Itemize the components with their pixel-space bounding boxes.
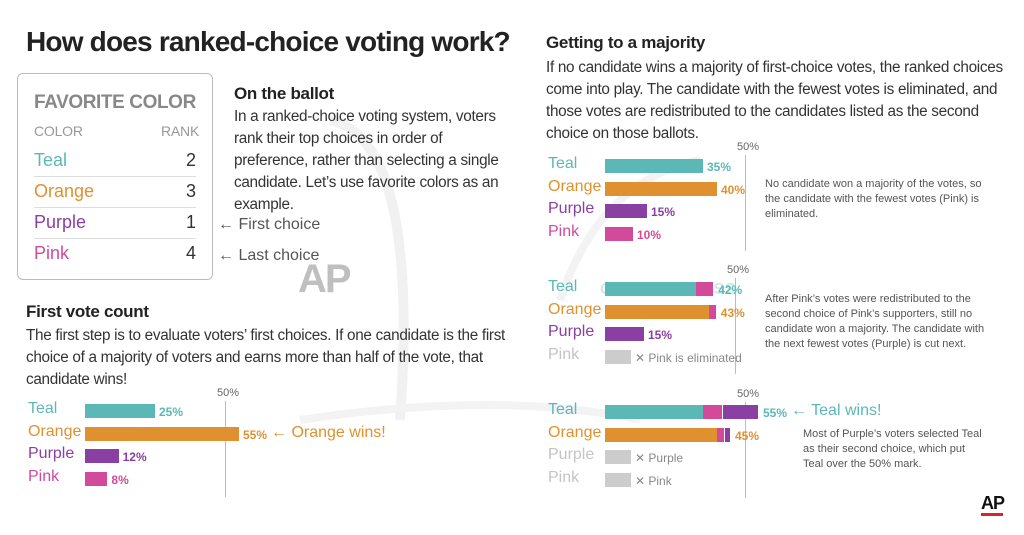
bar-category-label: Teal [28, 400, 58, 417]
bar-value-label: 12% [122, 450, 147, 464]
chart-note: Most of Purple’s voters selected Teal as… [803, 428, 982, 470]
reference-label-50: 50% [217, 387, 240, 399]
row-divider [34, 238, 196, 239]
eliminated-label: ✕ Pink is eliminated [635, 350, 742, 365]
bar-category-label: Pink [548, 345, 580, 363]
bar-category-label: Orange [548, 423, 602, 441]
bar-category-label: Purple [548, 446, 595, 463]
ballot-color-name: Purple [34, 212, 87, 232]
eliminated-bar [605, 472, 631, 487]
ballot-color-name: Teal [34, 150, 68, 170]
bar-value-label: 42% [718, 283, 743, 297]
bar [85, 404, 155, 418]
first-count-title: First vote count [26, 302, 149, 321]
bar-category-label: Pink [548, 222, 580, 240]
reference-label-50: 50% [737, 141, 760, 153]
ballot-rank: 1 [185, 212, 196, 232]
bar-segment [696, 282, 715, 296]
first-choice-note: ← First choice [218, 216, 321, 233]
bar-segment [703, 405, 723, 419]
bar-segment [722, 405, 759, 419]
ballot-rank-column-label: RANK [161, 123, 200, 139]
bar-category-label: Purple [28, 445, 75, 462]
chart-note: No candidate won a majority of the votes… [765, 178, 982, 220]
reference-line-50 [735, 278, 736, 374]
last-choice-note: ← Last choice [218, 247, 320, 264]
row-divider [34, 176, 196, 177]
eliminated-bar [605, 349, 631, 364]
ap-logo: AP [981, 493, 1005, 513]
bar-value-label: 40% [721, 182, 746, 197]
bar-segment [725, 427, 731, 442]
bar [605, 181, 717, 196]
bar-segment [605, 405, 703, 419]
row-divider [34, 207, 196, 208]
bar [605, 204, 647, 218]
bar-segment [605, 427, 717, 442]
bar-segment [709, 304, 717, 319]
bar-category-label: Orange [548, 300, 602, 318]
bar [85, 471, 108, 486]
bar-category-label: Teal [548, 155, 578, 172]
ballot-row-orange: Orange 3 [34, 177, 196, 208]
bar [85, 426, 239, 441]
ap-logo-underline [981, 513, 1003, 516]
reference-line-50 [745, 155, 746, 251]
bar-category-label: Teal [548, 278, 578, 295]
bar-segment [605, 282, 696, 296]
ballot-rank: 4 [185, 243, 196, 263]
bar-segment [717, 427, 726, 442]
reference-line-50 [745, 402, 746, 498]
bar-value-label: 55% [763, 406, 788, 420]
ballot-color-column-label: COLOR [34, 123, 83, 139]
bar-value-label: 35% [707, 160, 732, 174]
bar-category-label: Pink [28, 467, 60, 485]
bar-value-label: 8% [111, 472, 129, 487]
bar-category-label: Orange [548, 177, 602, 195]
bar-value-label: 25% [159, 405, 184, 419]
bar-category-label: Orange [28, 422, 82, 440]
bar [605, 159, 703, 173]
bar-category-label: Pink [548, 468, 580, 486]
bar-value-label: 10% [637, 227, 662, 242]
ballot-color-name: Pink [34, 243, 70, 263]
majority-text: If no candidate wins a majority of first… [546, 59, 1003, 142]
ap-watermark-logo: AP [298, 257, 352, 301]
reference-label-50: 50% [737, 388, 760, 400]
ballot-row-pink: Pink 4 [34, 239, 196, 270]
ballot-color-name: Orange [34, 181, 95, 201]
bar-category-label: Purple [548, 323, 595, 340]
bar-value-label: 15% [648, 328, 673, 342]
ballot-row-teal: Teal 2 [34, 146, 196, 177]
ballot-heading: FAVORITE COLOR [34, 92, 196, 113]
reference-line-50 [225, 401, 226, 497]
bar-value-label: 15% [651, 205, 676, 219]
page-title: How does ranked-choice voting work? [26, 26, 511, 57]
winner-note: ← Teal wins! [791, 402, 882, 419]
bar-category-label: Teal [548, 401, 578, 418]
bar-value-label: 43% [720, 305, 745, 320]
winner-note: ← Orange wins! [271, 423, 386, 441]
on-ballot-title: On the ballot [234, 84, 334, 103]
reference-label-50: 50% [727, 264, 750, 276]
eliminated-label: ✕ Purple [635, 451, 684, 465]
bar-segment [605, 304, 709, 319]
bar-category-label: Purple [548, 200, 595, 217]
eliminated-bar [605, 450, 631, 464]
eliminated-label: ✕ Pink [635, 473, 672, 488]
on-ballot-text: In a ranked-choice voting system, voters… [234, 108, 499, 213]
bar [85, 449, 119, 463]
ballot-rank: 3 [185, 181, 196, 201]
bar-value-label: 45% [735, 428, 760, 443]
bar-value-label: 55% [243, 427, 268, 442]
chart-note: After Pink’s votes were redistributed to… [765, 293, 985, 350]
bar [605, 226, 633, 241]
ballot-rank: 2 [185, 150, 196, 170]
ballot-row-purple: Purple 1 [34, 208, 196, 239]
first-count-text: The first step is to evaluate voters’ fi… [26, 327, 506, 388]
majority-title: Getting to a majority [546, 33, 705, 52]
bar-segment [605, 327, 644, 341]
